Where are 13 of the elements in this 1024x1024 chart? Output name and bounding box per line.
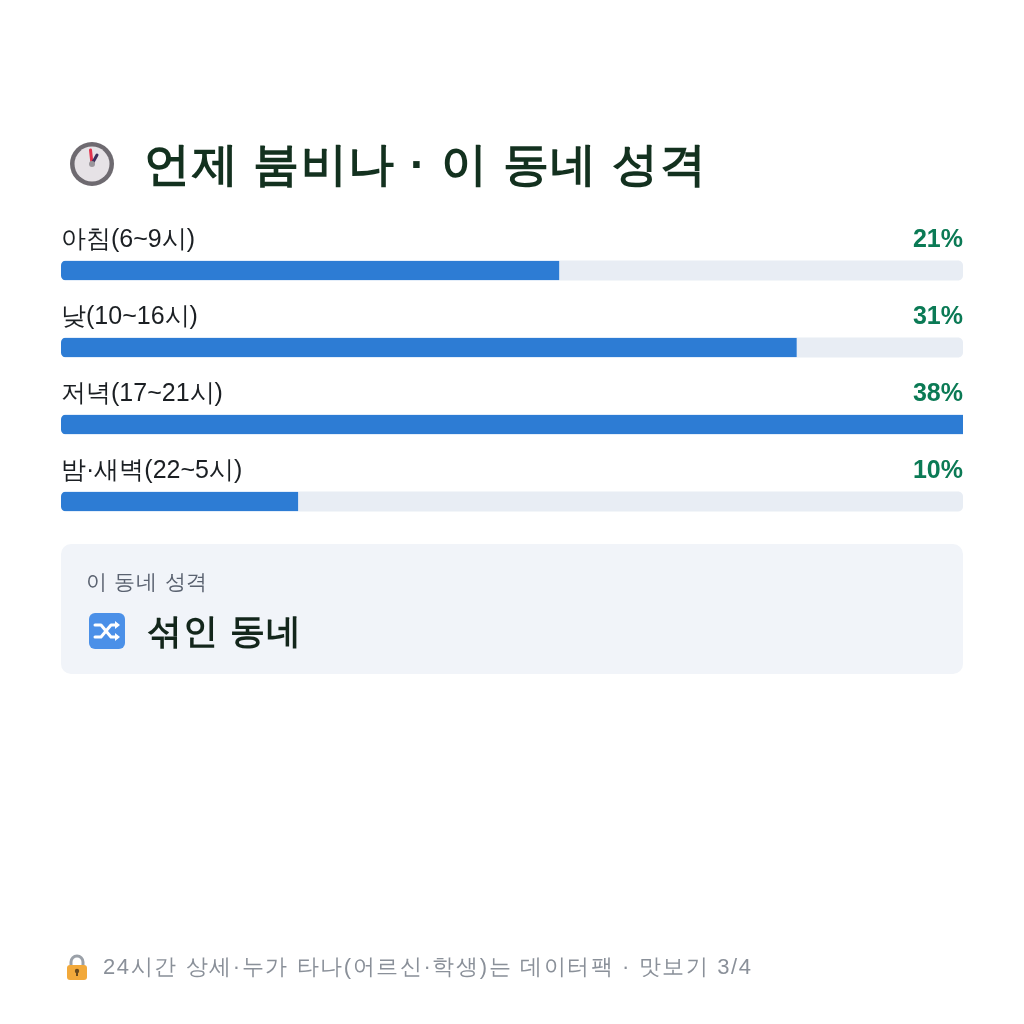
chart-title: 언제 붐비나 · 이 동네 성격 (144, 137, 708, 192)
bar (61, 414, 963, 435)
text: 24시간 상세·누가 타나(어르신·학생)는 데이터팩 · 맛보기 3/4 (103, 953, 753, 981)
y-tick-label: 저녁(17~21시) (61, 377, 223, 406)
data-label: 38% (912, 377, 963, 406)
data-label: 31% (912, 300, 963, 329)
data-label: 21% (912, 223, 963, 252)
y-tick-label: 아침(6~9시) (61, 223, 196, 252)
data-label: 10% (912, 454, 963, 483)
text: 이 동네 성격 (86, 569, 209, 595)
y-tick-label: 밤·새벽(22~5시) (61, 454, 243, 483)
text: 섞인 동네 (147, 610, 302, 652)
y-tick-label: 낮(10~16시) (61, 300, 198, 329)
